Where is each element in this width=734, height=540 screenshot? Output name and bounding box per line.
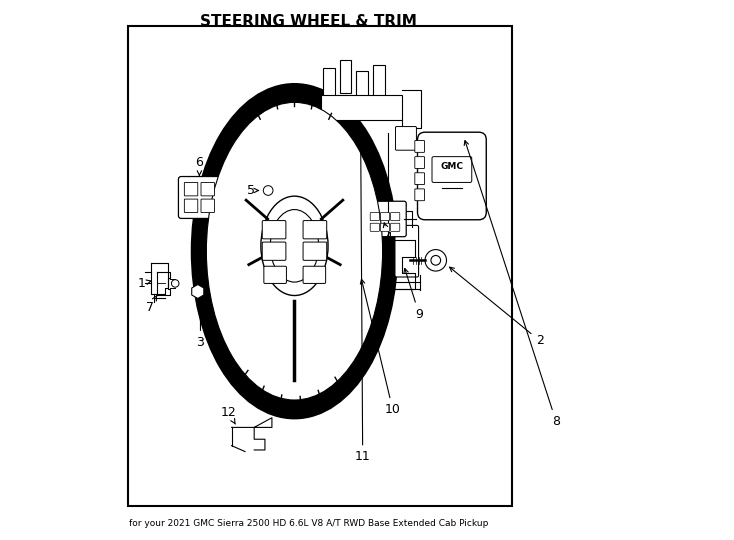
FancyBboxPatch shape [380, 223, 390, 231]
Text: 9: 9 [404, 268, 423, 321]
FancyBboxPatch shape [415, 189, 424, 201]
FancyBboxPatch shape [396, 126, 416, 150]
FancyBboxPatch shape [390, 213, 400, 220]
FancyBboxPatch shape [303, 266, 326, 284]
Ellipse shape [261, 196, 328, 295]
FancyBboxPatch shape [128, 25, 512, 507]
Text: for your 2021 GMC Sierra 2500 HD 6.6L V8 A/T RWD Base Extended Cab Pickup: for your 2021 GMC Sierra 2500 HD 6.6L V8… [128, 519, 488, 528]
FancyBboxPatch shape [366, 201, 406, 237]
FancyBboxPatch shape [184, 199, 197, 213]
FancyBboxPatch shape [262, 220, 286, 239]
FancyBboxPatch shape [415, 140, 424, 152]
FancyBboxPatch shape [303, 242, 327, 260]
Text: GMC: GMC [440, 162, 463, 171]
FancyBboxPatch shape [321, 95, 402, 120]
FancyBboxPatch shape [432, 157, 472, 183]
FancyBboxPatch shape [356, 71, 368, 99]
Text: 6: 6 [195, 156, 203, 176]
Ellipse shape [206, 103, 382, 400]
FancyBboxPatch shape [258, 179, 278, 202]
FancyBboxPatch shape [262, 242, 286, 260]
FancyBboxPatch shape [184, 183, 197, 196]
Text: 8: 8 [464, 140, 560, 428]
Polygon shape [192, 285, 204, 299]
FancyBboxPatch shape [374, 65, 385, 96]
Text: 10: 10 [360, 279, 401, 416]
FancyBboxPatch shape [418, 132, 486, 220]
Text: 3: 3 [197, 305, 204, 349]
Circle shape [425, 249, 446, 271]
FancyBboxPatch shape [380, 213, 390, 220]
FancyBboxPatch shape [303, 220, 327, 239]
FancyBboxPatch shape [395, 225, 418, 277]
FancyBboxPatch shape [370, 223, 379, 231]
FancyBboxPatch shape [340, 60, 352, 93]
Ellipse shape [270, 210, 319, 282]
Text: 7: 7 [146, 296, 157, 314]
Text: 11: 11 [355, 123, 371, 463]
Text: 5: 5 [247, 184, 258, 197]
FancyBboxPatch shape [178, 177, 220, 218]
FancyBboxPatch shape [201, 199, 214, 213]
Text: 4: 4 [383, 223, 393, 244]
FancyBboxPatch shape [201, 183, 214, 196]
FancyBboxPatch shape [415, 173, 424, 185]
Text: 1: 1 [137, 277, 151, 290]
Circle shape [431, 255, 440, 265]
FancyBboxPatch shape [324, 68, 335, 99]
FancyBboxPatch shape [370, 213, 379, 220]
FancyBboxPatch shape [264, 266, 286, 284]
Text: STEERING WHEEL & TRIM: STEERING WHEEL & TRIM [200, 14, 417, 29]
FancyBboxPatch shape [415, 157, 424, 168]
Circle shape [264, 186, 273, 195]
Text: 2: 2 [450, 267, 544, 347]
Text: 12: 12 [220, 406, 236, 424]
FancyBboxPatch shape [390, 223, 400, 231]
Ellipse shape [200, 93, 388, 410]
Circle shape [172, 280, 179, 287]
